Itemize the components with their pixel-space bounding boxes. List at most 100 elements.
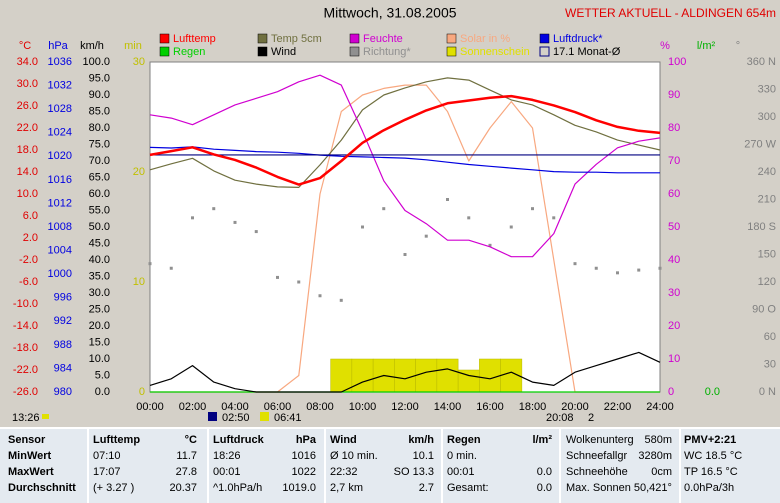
axis-unit: hPa: [48, 40, 68, 52]
table-cell: MaxWert: [8, 466, 54, 478]
x-tick-label: 08:00: [306, 401, 334, 413]
y-tick-label: 300: [758, 111, 776, 123]
sunshine-bar: [330, 358, 353, 393]
y-tick-label: 1028: [48, 103, 72, 115]
y-tick-label: 80.0: [89, 122, 110, 134]
table-cell: 0.0: [537, 466, 552, 478]
chart-subtitle: WETTER AKTUELL - ALDINGEN 654m: [565, 6, 776, 20]
table-cell: l/m²: [532, 434, 552, 446]
table-cell: 1016: [292, 450, 316, 462]
table-cell: 10.1: [413, 450, 434, 462]
plot-area: [149, 61, 661, 393]
legend-label: 17.1 Monat-Ø: [553, 46, 621, 58]
table-cell: Wolkenunterg: [566, 434, 634, 446]
y-tick-label: 18.0: [17, 144, 38, 156]
y-tick-label: 50.0: [89, 221, 110, 233]
y-tick-label: 60.0: [89, 188, 110, 200]
x-tick-label: 22:00: [604, 401, 632, 413]
y-tick-label: 1016: [48, 174, 72, 186]
legend-label: Wind: [271, 46, 296, 58]
y-tick-label: 270 W: [744, 138, 776, 150]
legend-swatch: [539, 46, 550, 57]
y-tick-label: 1032: [48, 79, 72, 91]
legend-label: Solar in %: [460, 33, 510, 45]
table-cell: 00:01: [447, 466, 475, 478]
direction-dot: [616, 271, 619, 275]
y-tick-label: -6.0: [19, 276, 38, 288]
y-tick-label: 30.0: [17, 78, 38, 90]
y-tick-label: 1020: [48, 150, 72, 162]
table-cell: Lufttemp: [93, 434, 140, 446]
x-tick-label: 20:00: [561, 401, 589, 413]
y-tick-label: -26.0: [13, 386, 38, 398]
table-cell: 2,7 km: [330, 482, 363, 494]
table: Sensor Lufttemp °C Luftdruck hPa Wind km/h Rege…: [0, 427, 780, 503]
axis-unit: l/m²: [697, 40, 716, 52]
legend-swatch: [539, 33, 550, 44]
annotation: 06:41: [274, 412, 302, 424]
sunshine-bar: [479, 358, 501, 393]
y-tick-label: 15.0: [89, 336, 110, 348]
y-tick-label: 1000: [48, 268, 72, 280]
y-tick-label: 0.0: [705, 386, 720, 398]
table-cell: Max. Sonnen 50,421°: [566, 482, 672, 494]
series-line: [149, 77, 661, 188]
legend-swatch: [257, 46, 268, 57]
y-tick-label: 30.0: [89, 287, 110, 299]
y-tick-label: 34.0: [17, 56, 38, 68]
table-cell: Wind: [330, 434, 357, 446]
y-tick-label: 0: [668, 386, 674, 398]
series-line: [149, 94, 661, 186]
legend-swatch: [159, 46, 170, 57]
annotation: 13:26: [12, 412, 40, 424]
table-cell: TP 16.5 °C: [684, 466, 738, 478]
y-tick-label: 360 N: [747, 56, 776, 68]
sunshine-bar: [415, 358, 438, 393]
axis-unit: min: [124, 40, 142, 52]
table-background: [0, 428, 780, 503]
table-cell: 27.8: [176, 466, 197, 478]
direction-dot: [573, 262, 577, 266]
table-cell: 3280m: [638, 450, 672, 462]
y-tick-label: 1004: [48, 244, 72, 256]
y-tick-label: -14.0: [13, 320, 38, 332]
x-tick-label: 06:00: [264, 401, 292, 413]
y-tick-label: 100: [668, 56, 686, 68]
direction-dot: [424, 234, 428, 238]
direction-dot: [297, 280, 301, 284]
series-line: [149, 146, 660, 174]
y-tick-label: 90 O: [752, 303, 776, 315]
axis-unit: °: [736, 40, 740, 52]
y-tick-label: 95.0: [89, 72, 110, 84]
annotation-icon: [208, 412, 217, 421]
annotation: 20:08: [546, 412, 574, 424]
y-tick-label: 5.0: [95, 369, 110, 381]
y-tick-label: 60: [764, 331, 776, 343]
table-cell: PMV+2:21: [684, 434, 736, 446]
annotation: 2: [588, 412, 594, 424]
x-tick-label: 00:00: [136, 401, 164, 413]
y-tick-label: 180 S: [747, 221, 776, 233]
direction-dot: [594, 266, 598, 270]
y-tick-label: 90.0: [89, 89, 110, 101]
y-tick-label: 20.0: [89, 320, 110, 332]
y-tick-label: 996: [54, 292, 72, 304]
y-tick-label: 0 N: [759, 386, 776, 398]
table-cell: 580m: [644, 434, 672, 446]
x-tick-label: 16:00: [476, 401, 504, 413]
direction-dot: [382, 207, 386, 211]
direction-dot: [339, 298, 343, 302]
series-line: [149, 351, 661, 393]
y-tick-label: 60: [668, 188, 680, 200]
table-cell: Regen: [447, 434, 481, 446]
y-tick-label: 20: [133, 166, 145, 178]
table-cell: 2.7: [419, 482, 434, 494]
x-tick-label: 24:00: [646, 401, 674, 413]
y-tick-label: 10: [668, 353, 680, 365]
direction-dot: [467, 216, 471, 220]
direction-dot: [169, 266, 173, 270]
table-cell: 07:10: [93, 450, 121, 462]
annotation: 02:50: [222, 412, 250, 424]
legend-label: Sonnenschein: [460, 46, 530, 58]
y-tick-label: 30: [764, 358, 776, 370]
